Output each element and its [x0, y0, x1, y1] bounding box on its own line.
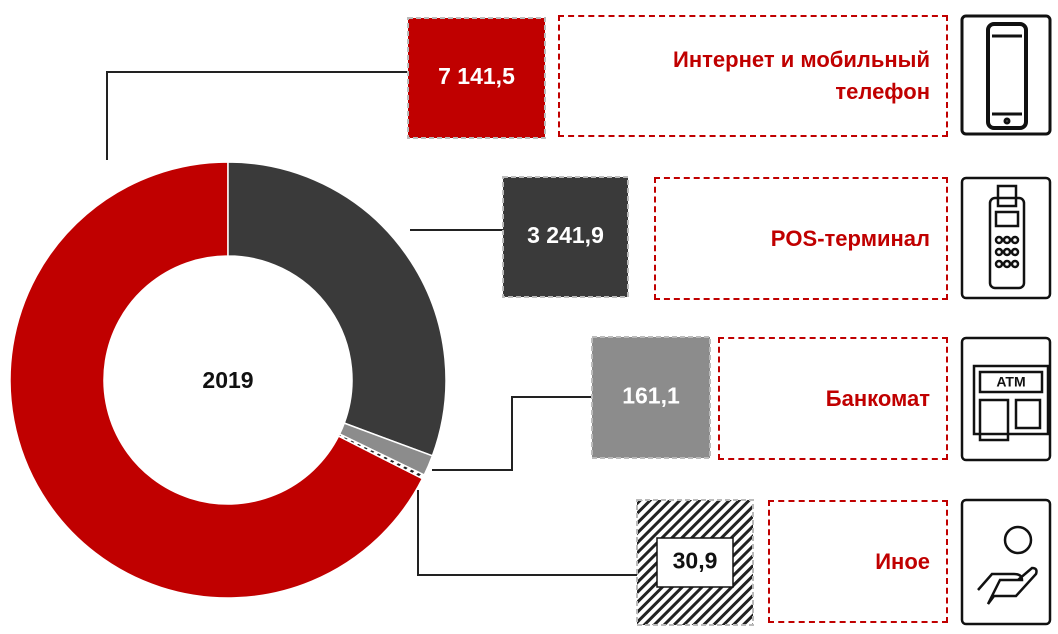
- value-inner-box: [656, 537, 734, 588]
- value-label: 30,9: [673, 548, 718, 574]
- donut-slice: [9, 161, 424, 599]
- category-label: Иное: [875, 548, 930, 574]
- category-label: Банкомат: [825, 385, 930, 411]
- value-box: [502, 176, 629, 298]
- donut-slice: [337, 433, 426, 480]
- value-label: 161,1: [622, 383, 680, 409]
- center-title: 2019: [202, 367, 253, 393]
- value-label: 7 141,5: [438, 63, 515, 89]
- svg-text:ATM: ATM: [996, 374, 1025, 390]
- category-label: POS-терминал: [770, 225, 930, 251]
- leader-line: [106, 71, 408, 160]
- category-box: Интернет и мобильный телефон: [558, 15, 948, 137]
- icon-phone: [960, 14, 1052, 136]
- value-label: 3 241,9: [527, 222, 604, 248]
- leader-line: [417, 490, 637, 576]
- category-box: Банкомат: [718, 337, 948, 460]
- value-box: [407, 17, 546, 139]
- icon-other: [960, 498, 1052, 626]
- value-box: [591, 336, 711, 459]
- category-box: POS-терминал: [654, 177, 948, 300]
- donut-slice: [227, 161, 447, 457]
- category-label: Интернет и мобильный телефон: [673, 47, 930, 104]
- leader-line: [432, 396, 592, 471]
- icon-pos: [960, 176, 1052, 300]
- icon-atm: ATM: [960, 336, 1052, 462]
- category-box: Иное: [768, 500, 948, 623]
